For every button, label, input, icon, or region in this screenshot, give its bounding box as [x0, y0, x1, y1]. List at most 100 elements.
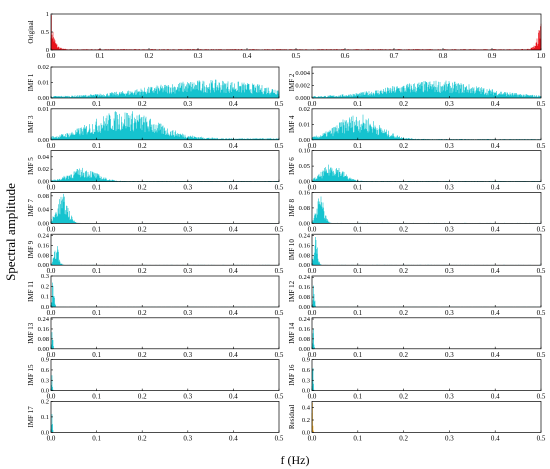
y-tick-label: 0.0: [41, 388, 49, 395]
x-tick-label: 0.1: [353, 393, 362, 401]
y-tick-label: 0.16: [38, 242, 50, 249]
x-tick-label: 0.4: [491, 309, 500, 317]
spectrum-mark: [311, 368, 542, 391]
x-tick-label: 0.0: [47, 393, 56, 401]
x-tick-label: 0.3: [183, 225, 192, 233]
x-tick-label: 0.0: [308, 393, 317, 401]
y-tick-label: 0.02: [299, 106, 310, 113]
series-label: IMF 11: [27, 281, 35, 302]
x-tick-label: 0.4: [229, 351, 238, 359]
x-tick-label: 0.3: [445, 434, 454, 442]
y-tick-label: 0.24: [299, 316, 311, 323]
x-tick-label: 0.2: [399, 393, 408, 401]
series-label: IMF 7: [27, 199, 35, 217]
x-tick-label: 0.0: [47, 142, 56, 150]
x-tick-label: 0.4: [229, 142, 238, 150]
y-tick-label: 0.00: [38, 179, 49, 186]
axes-frame: [50, 317, 280, 350]
x-tick-label: 0.2: [399, 309, 408, 317]
x-tick-label: 0.0: [47, 434, 56, 442]
x-tick-label: 0.3: [183, 309, 192, 317]
x-tick-label: 0.3: [445, 100, 454, 108]
x-tick-label: 0.4: [229, 100, 238, 108]
series-label: IMF 15: [27, 364, 35, 386]
x-tick-label: 0.4: [491, 225, 500, 233]
x-tick-label: 0.3: [183, 393, 192, 401]
x-tick-label: 0.7: [390, 52, 399, 60]
y-tick-label: 0.04: [38, 207, 50, 214]
x-tick-label: 0.4: [229, 184, 238, 192]
x-tick-label: 0.4: [491, 184, 500, 192]
spectrum-mark: [50, 79, 280, 98]
y-tick-label: 0.00: [38, 95, 49, 102]
spectrum-mark: [50, 282, 280, 307]
spectrum-mark: [311, 285, 542, 307]
x-tick-label: 0.1: [353, 267, 362, 275]
y-tick-label: 0.16: [299, 189, 311, 196]
y-tick-label: 0.00: [38, 262, 49, 269]
series-label: IMF 1: [27, 73, 35, 91]
y-tick-label: 0.02: [38, 64, 49, 71]
x-tick-label: 0.2: [138, 434, 147, 442]
x-tick-label: 0.3: [183, 100, 192, 108]
x-tick-label: 0.5: [275, 267, 284, 275]
x-tick-label: 0.2: [399, 142, 408, 150]
panel-original: 0.0 0.1 0.2 0.3 0.4 0.5 0.6 0.7 0.8 0.9 1.0 0 0.5 1 Or…: [27, 11, 546, 60]
x-tick-label: 0.2: [399, 225, 408, 233]
x-tick-label: 1.0: [537, 52, 546, 60]
x-tick-label: 0.4: [229, 434, 238, 442]
axes-frame: [50, 401, 280, 433]
spectrum-mark: [50, 111, 280, 140]
y-tick-label: 0.24: [38, 232, 50, 239]
panel-imf-15: 0.0 0.1 0.2 0.3 0.4 0.5 0.0 0.3 0.6 0.9 IMF 15: [27, 357, 284, 401]
spectrum-mark: [50, 375, 280, 391]
series-label: IMF 4: [288, 115, 296, 133]
x-tick-label: 0.4: [491, 100, 500, 108]
y-tick-label: 0.1: [41, 294, 49, 301]
axes-frame: [50, 108, 280, 141]
axes-frame: [311, 317, 542, 350]
y-tick-label: 0.3: [41, 377, 49, 384]
x-tick-label: 0.1: [353, 100, 362, 108]
x-tick-label: 0.4: [491, 434, 500, 442]
axes-frame: [311, 401, 542, 433]
y-tick-label: 0.04: [38, 154, 50, 161]
x-tick-label: 0.5: [275, 100, 284, 108]
x-tick-label: 0.2: [138, 267, 147, 275]
x-tick-label: 0.0: [308, 225, 317, 233]
y-tick-label: 0.16: [299, 284, 311, 291]
x-tick-label: 0.0: [47, 309, 56, 317]
x-tick-label: 0.1: [92, 309, 101, 317]
y-tick-label: 0.10: [299, 148, 310, 155]
y-tick-label: 0.08: [299, 252, 310, 259]
x-tick-label: 0.5: [537, 434, 546, 442]
x-tick-label: 0.3: [445, 393, 454, 401]
x-tick-label: 0.5: [537, 393, 546, 401]
y-tick-label: 0.24: [38, 316, 50, 323]
series-label: IMF 10: [288, 239, 296, 261]
y-tick-label: 0.3: [302, 377, 310, 384]
y-tick-label: 0.08: [299, 336, 310, 343]
series-label: IMF 13: [27, 322, 35, 344]
x-tick-label: 0.0: [47, 351, 56, 359]
axes-frame: [311, 359, 542, 391]
series-label: IMF 16: [288, 364, 296, 386]
spectrum-mark: [50, 332, 280, 349]
y-tick-label: 0.00: [299, 179, 310, 186]
x-axis-label: f (Hz): [281, 453, 310, 467]
y-tick-label: 0.00: [299, 346, 310, 353]
x-tick-label: 0.5: [275, 142, 284, 150]
x-tick-label: 0.3: [445, 267, 454, 275]
x-tick-label: 0.3: [445, 142, 454, 150]
y-tick-label: 0.01: [38, 80, 49, 87]
panel-imf-16: 0.0 0.1 0.2 0.3 0.4 0.5 0.0 0.3 0.6 0.9 IMF 16: [288, 357, 546, 401]
y-tick-label: 0.01: [299, 121, 310, 128]
x-tick-label: 0.0: [308, 142, 317, 150]
x-tick-label: 0.3: [183, 434, 192, 442]
